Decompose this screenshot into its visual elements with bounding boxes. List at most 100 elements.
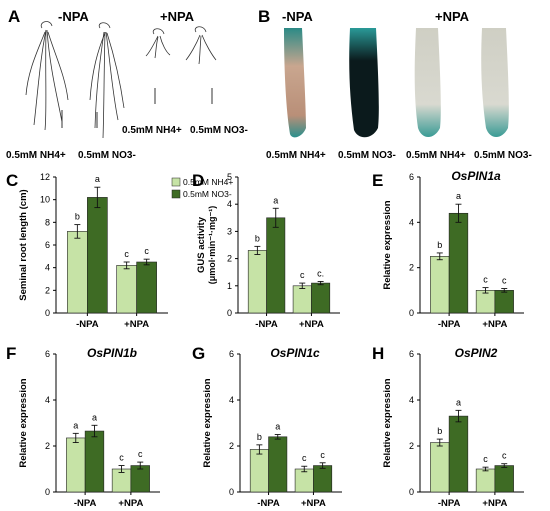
y-axis-label: Relative expression bbox=[202, 378, 213, 467]
panel-a-label-2: 0.5mM NO3- bbox=[78, 150, 136, 161]
y-tick-label: 2 bbox=[45, 285, 50, 295]
significance-letter: a bbox=[92, 412, 97, 422]
bar bbox=[116, 265, 137, 314]
x-tick-label: +NPA bbox=[301, 498, 326, 509]
y-tick-label: 3 bbox=[227, 226, 232, 236]
y-tick-label: 2 bbox=[229, 441, 234, 451]
significance-letter: b bbox=[75, 212, 80, 222]
significance-letter: a bbox=[456, 397, 461, 407]
bar bbox=[430, 442, 450, 493]
significance-letter: c bbox=[483, 454, 488, 464]
x-tick-label: -NPA bbox=[438, 498, 461, 509]
chart-panel-g: G OsPIN1c 0 2 4 6 Relative expression -NPA b a +NP… bbox=[192, 344, 342, 509]
panel-b: B -NPA +NPA 0.5mM NH4+ 0.5mM NO3- 0.5mM … bbox=[258, 7, 532, 161]
y-tick-label: 2 bbox=[409, 441, 414, 451]
x-tick-label: -NPA bbox=[257, 498, 280, 509]
y-tick-label: 2 bbox=[45, 441, 50, 451]
panel-a: A -NPA +NPA bbox=[6, 7, 248, 161]
bar bbox=[247, 250, 267, 314]
panel-b-label-4: 0.5mM NO3- bbox=[474, 150, 532, 161]
y-axis-label: Relative expression bbox=[382, 378, 393, 467]
x-tick-label: +NPA bbox=[482, 498, 507, 509]
bar bbox=[448, 212, 469, 314]
seedling-photo-2 bbox=[89, 22, 125, 139]
y-tick-label: 6 bbox=[229, 349, 234, 359]
panel-a-label-1: 0.5mM NH4+ bbox=[6, 150, 66, 161]
x-tick-label: -NPA bbox=[255, 319, 278, 330]
panel-a-neg-label: -NPA bbox=[58, 9, 89, 24]
bar bbox=[475, 290, 496, 314]
chart-letter: F bbox=[6, 344, 16, 363]
x-tick-label: +NPA bbox=[482, 319, 507, 330]
legend-swatch bbox=[171, 177, 181, 187]
significance-letter: c bbox=[502, 276, 507, 286]
bar bbox=[494, 465, 514, 493]
y-tick-label: 0 bbox=[45, 308, 50, 318]
chart-panel-d: D 0 1 2 3 4 5 GUS activity (μmol·min⁻¹·mg⁻¹) -NPA… bbox=[192, 171, 340, 330]
chart-letter: E bbox=[372, 171, 383, 190]
significance-letter: c. bbox=[317, 268, 324, 278]
chart-letter: H bbox=[372, 344, 384, 363]
legend-label: 0.5mM NO3- bbox=[183, 189, 232, 199]
bar bbox=[294, 468, 314, 493]
bar bbox=[494, 290, 514, 314]
y-tick-label: 6 bbox=[409, 172, 414, 182]
significance-letter: c bbox=[124, 249, 129, 259]
root-photo-1 bbox=[284, 28, 306, 138]
panel-a-letter: A bbox=[8, 7, 20, 26]
y-axis-label-units: (μmol·min⁻¹·mg⁻¹) bbox=[207, 206, 217, 285]
bar bbox=[268, 436, 288, 493]
panel-b-label-1: 0.5mM NH4+ bbox=[266, 150, 326, 161]
y-tick-label: 4 bbox=[227, 199, 232, 209]
significance-letter: c bbox=[144, 246, 149, 256]
chart-letter: G bbox=[192, 344, 205, 363]
bar bbox=[311, 282, 331, 314]
y-tick-label: 10 bbox=[40, 195, 50, 205]
panel-b-letter: B bbox=[258, 7, 270, 26]
y-tick-label: 4 bbox=[45, 395, 50, 405]
significance-letter: b bbox=[437, 240, 442, 250]
legend-swatch bbox=[171, 189, 181, 199]
y-tick-label: 6 bbox=[409, 349, 414, 359]
significance-letter: b bbox=[437, 426, 442, 436]
y-axis-label: Seminal root length (cm) bbox=[18, 189, 29, 300]
significance-letter: c bbox=[119, 453, 124, 463]
bar bbox=[249, 449, 269, 493]
chart-panel-h: H OsPIN2 0 2 4 6 Relative expression -NPA b a +NPA… bbox=[372, 344, 524, 509]
bar bbox=[313, 465, 333, 493]
chart-title: OsPIN1b bbox=[87, 346, 137, 360]
y-tick-label: 6 bbox=[45, 349, 50, 359]
bar bbox=[84, 430, 105, 493]
y-tick-label: 2 bbox=[227, 254, 232, 264]
significance-letter: a bbox=[275, 422, 280, 432]
significance-letter: c bbox=[138, 449, 143, 459]
bar bbox=[87, 197, 108, 314]
chart-letter: C bbox=[6, 171, 18, 190]
root-photo-3 bbox=[414, 28, 441, 137]
significance-letter: c bbox=[502, 451, 507, 461]
chart-title: OsPIN2 bbox=[455, 346, 498, 360]
y-axis-label: Relative expression bbox=[18, 378, 29, 467]
panel-b-pos-label: +NPA bbox=[435, 9, 470, 24]
significance-letter: a bbox=[273, 195, 278, 205]
bar bbox=[448, 415, 469, 493]
y-tick-label: 0 bbox=[229, 487, 234, 497]
y-tick-label: 4 bbox=[229, 395, 234, 405]
x-tick-label: +NPA bbox=[124, 319, 149, 330]
y-tick-label: 5 bbox=[227, 172, 232, 182]
seedling-photo-3 bbox=[145, 28, 171, 59]
y-axis-label: GUS activity bbox=[196, 216, 207, 273]
y-tick-label: 0 bbox=[409, 487, 414, 497]
bar bbox=[430, 256, 450, 314]
chart-panel-f: F OsPIN1b 0 2 4 6 Relative expression -NPA a a +NP… bbox=[6, 344, 160, 509]
chart-panel-e: E OsPIN1a 0 2 4 6 Relative expression -NPA b a +NP… bbox=[372, 169, 524, 330]
bar bbox=[136, 261, 157, 314]
significance-letter: b bbox=[257, 432, 262, 442]
x-tick-label: -NPA bbox=[438, 319, 461, 330]
bar bbox=[130, 465, 150, 493]
x-tick-label: -NPA bbox=[76, 319, 99, 330]
y-axis-label: Relative expression bbox=[382, 200, 393, 289]
y-tick-label: 4 bbox=[409, 395, 414, 405]
significance-letter: a bbox=[95, 174, 100, 184]
